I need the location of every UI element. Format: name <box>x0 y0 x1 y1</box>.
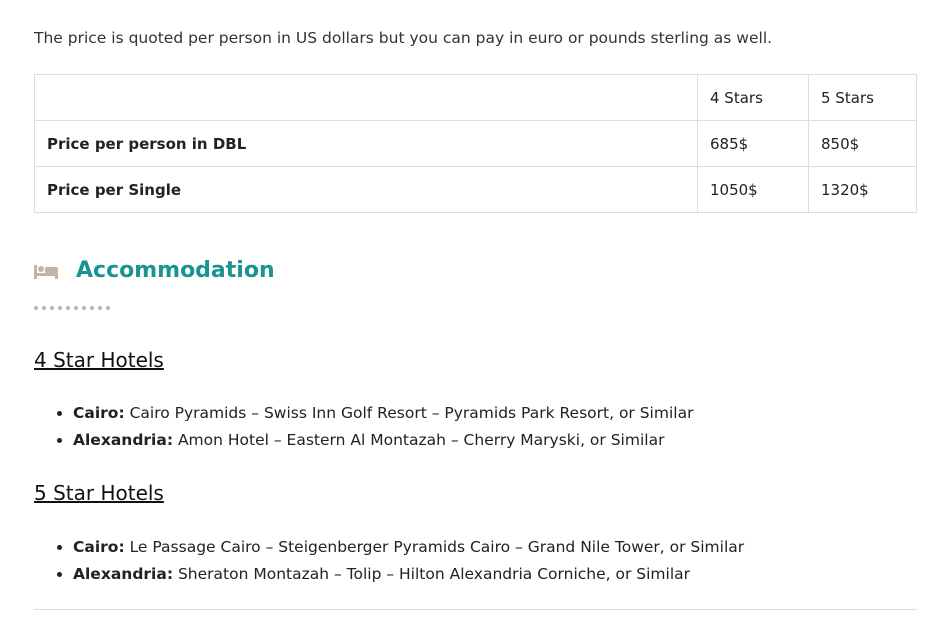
city-label: Cairo: <box>73 538 125 556</box>
hotels-text: Amon Hotel – Eastern Al Montazah – Cherr… <box>173 431 665 449</box>
table-row: Price per person in DBL 685$ 850$ <box>34 120 917 167</box>
list-item: Alexandria: Sheraton Montazah – Tolip – … <box>73 561 744 588</box>
row-label: Price per person in DBL <box>34 120 698 167</box>
intro-text: The price is quoted per person in US dol… <box>34 29 773 47</box>
hotels-text: Le Passage Cairo – Steigenberger Pyramid… <box>124 538 745 556</box>
group-title: 5 Star Hotels <box>34 481 164 505</box>
hotel-list: Cairo: Le Passage Cairo – Steigenberger … <box>34 534 744 588</box>
city-label: Alexandria: <box>73 565 174 583</box>
price-cell: 1320$ <box>808 166 917 213</box>
list-item: Cairo: Cairo Pyramids – Swiss Inn Golf R… <box>73 400 693 427</box>
header-cell: 4 Stars <box>697 74 809 121</box>
table-header-row: 4 Stars 5 Stars <box>34 74 917 121</box>
divider <box>34 609 917 610</box>
price-cell: 685$ <box>697 120 809 167</box>
bed-icon <box>34 264 58 279</box>
city-label: Cairo: <box>73 404 125 422</box>
list-item: Cairo: Le Passage Cairo – Steigenberger … <box>73 534 744 561</box>
price-cell: 850$ <box>808 120 917 167</box>
price-table: 4 Stars 5 Stars Price per person in DBL 68… <box>34 74 917 213</box>
list-item: Alexandria: Amon Hotel – Eastern Al Mont… <box>73 427 693 454</box>
city-label: Alexandria: <box>73 431 174 449</box>
hotel-list: Cairo: Cairo Pyramids – Swiss Inn Golf R… <box>34 400 693 454</box>
table-row: Price per Single 1050$ 1320$ <box>34 166 917 213</box>
price-cell: 1050$ <box>697 166 809 213</box>
row-label: Price per Single <box>34 166 698 213</box>
header-cell <box>34 74 698 121</box>
section-heading: Accommodation <box>34 258 275 283</box>
group-title: 4 Star Hotels <box>34 348 164 372</box>
section-title: Accommodation <box>76 258 275 283</box>
hotels-text: Cairo Pyramids – Swiss Inn Golf Resort –… <box>124 404 694 422</box>
header-cell: 5 Stars <box>808 74 917 121</box>
hotels-text: Sheraton Montazah – Tolip – Hilton Alexa… <box>173 565 691 583</box>
dotted-divider <box>34 306 110 310</box>
